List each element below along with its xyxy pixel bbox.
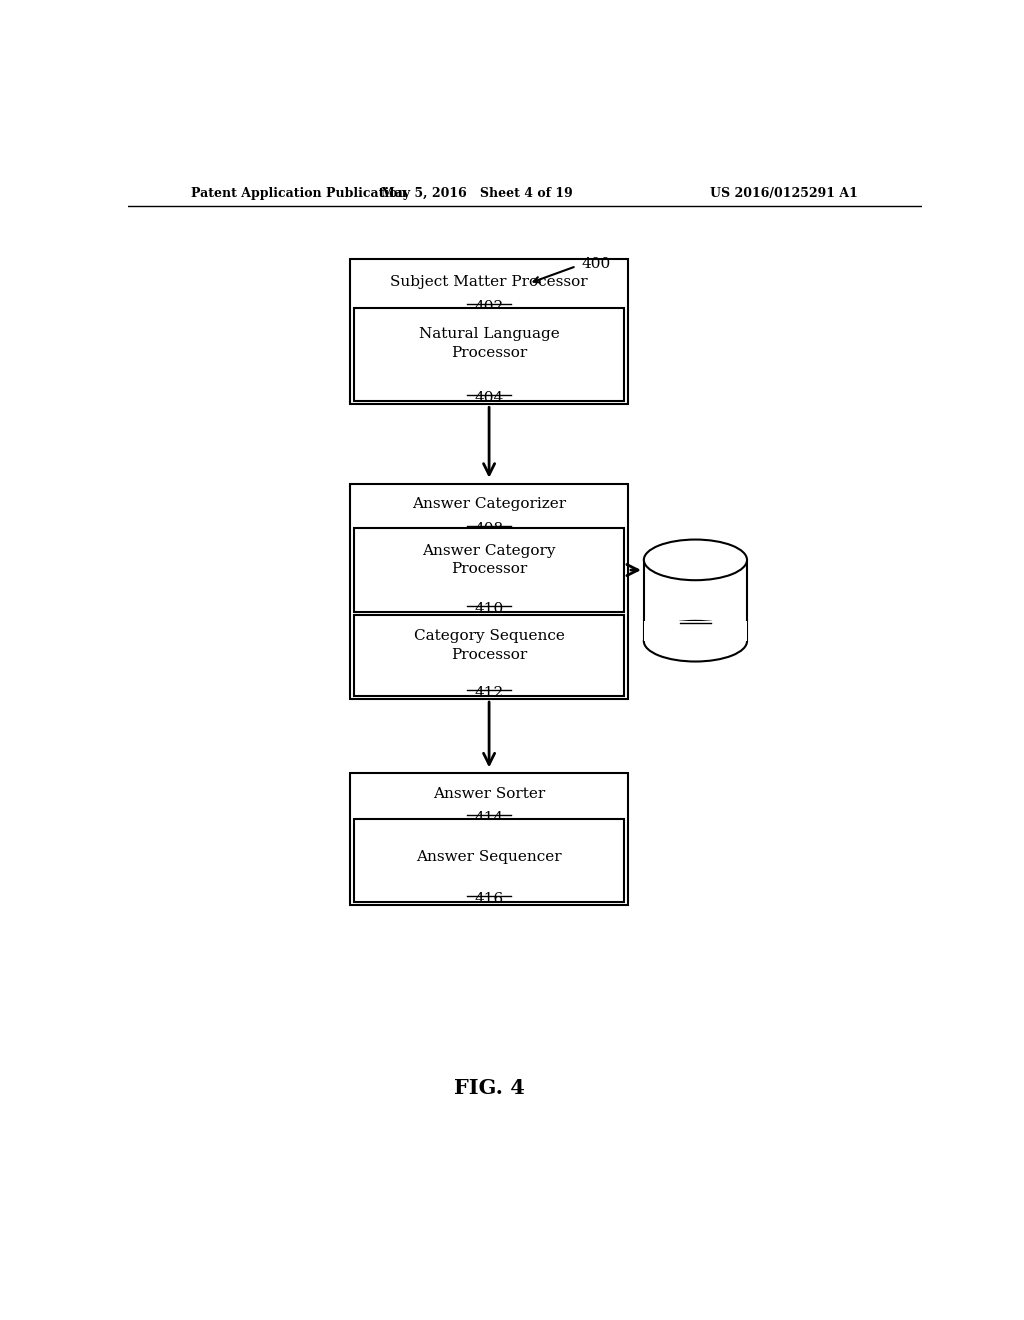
Text: Database: Database	[659, 589, 731, 602]
Text: 400: 400	[582, 257, 611, 271]
Text: Subject Matter Processor: Subject Matter Processor	[390, 276, 588, 289]
Text: 412: 412	[474, 686, 504, 700]
Bar	[644, 560, 746, 642]
Bar	[350, 259, 628, 404]
Text: 410: 410	[474, 602, 504, 615]
Text: Answer Categorizer: Answer Categorizer	[412, 496, 566, 511]
Text: Category Sequence
Processor: Category Sequence Processor	[414, 630, 564, 661]
Text: 408: 408	[474, 523, 504, 536]
Text: 416: 416	[474, 892, 504, 907]
Ellipse shape	[644, 620, 748, 661]
Ellipse shape	[644, 540, 748, 581]
Bar	[644, 620, 746, 642]
Text: 402: 402	[474, 300, 504, 314]
Text: 413: 413	[681, 619, 710, 632]
Text: Answer Sorter: Answer Sorter	[433, 787, 545, 801]
Text: Answer Sequencer: Answer Sequencer	[417, 850, 562, 863]
Text: FIG. 4: FIG. 4	[454, 1078, 524, 1098]
Text: Natural Language
Processor: Natural Language Processor	[419, 327, 559, 359]
Bar	[354, 528, 624, 611]
Bar	[350, 483, 628, 700]
Text: US 2016/0125291 A1: US 2016/0125291 A1	[711, 187, 858, 201]
Text: Answer Category
Processor: Answer Category Processor	[422, 544, 556, 577]
Bar	[354, 818, 624, 903]
Bar	[354, 308, 624, 401]
Text: Patent Application Publication: Patent Application Publication	[191, 187, 407, 201]
Bar	[350, 774, 628, 906]
Text: May 5, 2016   Sheet 4 of 19: May 5, 2016 Sheet 4 of 19	[381, 187, 573, 201]
Text: 414: 414	[474, 810, 504, 825]
Bar	[354, 615, 624, 696]
Text: 404: 404	[474, 391, 504, 405]
